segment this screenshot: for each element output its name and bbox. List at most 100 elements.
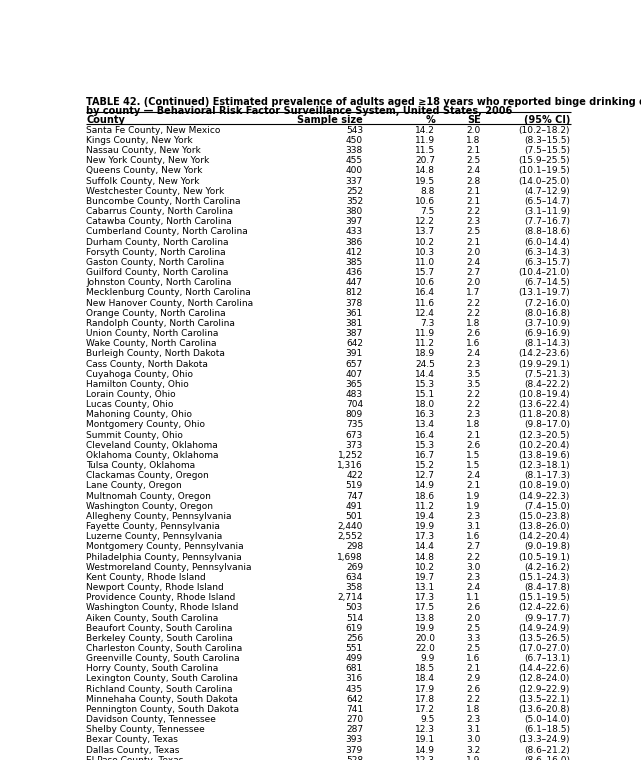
Text: 2,714: 2,714 — [338, 594, 363, 602]
Text: 3.0: 3.0 — [467, 736, 481, 745]
Text: 3.1: 3.1 — [467, 725, 481, 734]
Text: 1.6: 1.6 — [467, 339, 481, 348]
Text: 2.1: 2.1 — [467, 238, 481, 246]
Text: 12.3: 12.3 — [415, 725, 435, 734]
Text: 501: 501 — [345, 512, 363, 521]
Text: 2.2: 2.2 — [467, 553, 481, 562]
Text: Montgomery County, Pennsylvania: Montgomery County, Pennsylvania — [87, 543, 244, 552]
Text: Greenville County, South Carolina: Greenville County, South Carolina — [87, 654, 240, 663]
Text: 3.2: 3.2 — [467, 746, 481, 755]
Text: Newport County, Rhode Island: Newport County, Rhode Island — [87, 583, 224, 592]
Text: (8.4–22.2): (8.4–22.2) — [524, 380, 570, 389]
Text: 3.5: 3.5 — [467, 380, 481, 389]
Text: 2.2: 2.2 — [467, 309, 481, 318]
Text: Montgomery County, Ohio: Montgomery County, Ohio — [87, 420, 205, 429]
Text: (3.7–10.9): (3.7–10.9) — [524, 319, 570, 328]
Text: 358: 358 — [345, 583, 363, 592]
Text: 681: 681 — [345, 664, 363, 673]
Text: 14.8: 14.8 — [415, 166, 435, 176]
Text: 386: 386 — [345, 238, 363, 246]
Text: (12.8–24.0): (12.8–24.0) — [519, 674, 570, 683]
Text: (7.5–21.3): (7.5–21.3) — [524, 369, 570, 378]
Text: 379: 379 — [345, 746, 363, 755]
Text: 543: 543 — [346, 126, 363, 135]
Text: (10.5–19.1): (10.5–19.1) — [518, 553, 570, 562]
Text: (13.8–19.6): (13.8–19.6) — [518, 451, 570, 460]
Text: 12.3: 12.3 — [415, 755, 435, 760]
Text: (14.4–22.6): (14.4–22.6) — [519, 664, 570, 673]
Text: 287: 287 — [346, 725, 363, 734]
Text: 747: 747 — [346, 492, 363, 501]
Text: (6.0–14.4): (6.0–14.4) — [524, 238, 570, 246]
Text: 17.2: 17.2 — [415, 705, 435, 714]
Text: Minnehaha County, South Dakota: Minnehaha County, South Dakota — [87, 695, 238, 704]
Text: 14.9: 14.9 — [415, 481, 435, 490]
Text: 8.8: 8.8 — [420, 187, 435, 196]
Text: Lucas County, Ohio: Lucas County, Ohio — [87, 401, 174, 409]
Text: (13.1–19.7): (13.1–19.7) — [518, 288, 570, 297]
Text: (13.8–26.0): (13.8–26.0) — [519, 522, 570, 531]
Text: by county — Behavioral Risk Factor Surveillance System, United States, 2006: by county — Behavioral Risk Factor Surve… — [87, 106, 513, 116]
Text: 2.0: 2.0 — [467, 613, 481, 622]
Text: 2.7: 2.7 — [467, 543, 481, 552]
Text: 2.2: 2.2 — [467, 207, 481, 216]
Text: (11.8–20.8): (11.8–20.8) — [519, 410, 570, 420]
Text: 12.2: 12.2 — [415, 217, 435, 226]
Text: 14.8: 14.8 — [415, 553, 435, 562]
Text: 2.8: 2.8 — [467, 176, 481, 185]
Text: 3.1: 3.1 — [467, 522, 481, 531]
Text: 2.4: 2.4 — [467, 350, 481, 359]
Text: TABLE 42. (Continued) Estimated prevalence of adults aged ≥18 years who reported: TABLE 42. (Continued) Estimated prevalen… — [87, 97, 641, 107]
Text: 528: 528 — [346, 755, 363, 760]
Text: 11.2: 11.2 — [415, 339, 435, 348]
Text: 380: 380 — [345, 207, 363, 216]
Text: 551: 551 — [345, 644, 363, 653]
Text: Buncombe County, North Carolina: Buncombe County, North Carolina — [87, 197, 241, 206]
Text: 499: 499 — [346, 654, 363, 663]
Text: New Hanover County, North Carolina: New Hanover County, North Carolina — [87, 299, 253, 308]
Text: Tulsa County, Oklahoma: Tulsa County, Oklahoma — [87, 461, 196, 470]
Text: Forsyth County, North Carolina: Forsyth County, North Carolina — [87, 248, 226, 257]
Text: 11.5: 11.5 — [415, 146, 435, 155]
Text: 9.9: 9.9 — [420, 654, 435, 663]
Text: El Paso County, Texas: El Paso County, Texas — [87, 755, 184, 760]
Text: Guilford County, North Carolina: Guilford County, North Carolina — [87, 268, 229, 277]
Text: 2.3: 2.3 — [467, 512, 481, 521]
Text: 2.1: 2.1 — [467, 187, 481, 196]
Text: 16.3: 16.3 — [415, 410, 435, 420]
Text: (4.2–16.2): (4.2–16.2) — [524, 562, 570, 572]
Text: (10.1–19.5): (10.1–19.5) — [518, 166, 570, 176]
Text: Westchester County, New York: Westchester County, New York — [87, 187, 224, 196]
Text: 393: 393 — [345, 736, 363, 745]
Text: Horry County, South Carolina: Horry County, South Carolina — [87, 664, 219, 673]
Text: 2.3: 2.3 — [467, 359, 481, 369]
Text: Pennington County, South Dakota: Pennington County, South Dakota — [87, 705, 239, 714]
Text: 298: 298 — [346, 543, 363, 552]
Text: 634: 634 — [346, 573, 363, 582]
Text: 436: 436 — [346, 268, 363, 277]
Text: Cleveland County, Oklahoma: Cleveland County, Oklahoma — [87, 441, 218, 450]
Text: 412: 412 — [346, 248, 363, 257]
Text: Durham County, North Carolina: Durham County, North Carolina — [87, 238, 229, 246]
Text: 252: 252 — [346, 187, 363, 196]
Text: Philadelphia County, Pennsylvania: Philadelphia County, Pennsylvania — [87, 553, 242, 562]
Text: 1,698: 1,698 — [337, 553, 363, 562]
Text: (95% CI): (95% CI) — [524, 116, 570, 125]
Text: 14.2: 14.2 — [415, 126, 435, 135]
Text: 11.9: 11.9 — [415, 329, 435, 338]
Text: Cabarrus County, North Carolina: Cabarrus County, North Carolina — [87, 207, 233, 216]
Text: SE: SE — [467, 116, 481, 125]
Text: 2.7: 2.7 — [467, 268, 481, 277]
Text: Kent County, Rhode Island: Kent County, Rhode Island — [87, 573, 206, 582]
Text: (13.6–20.8): (13.6–20.8) — [519, 705, 570, 714]
Text: (7.2–16.0): (7.2–16.0) — [524, 299, 570, 308]
Text: 387: 387 — [345, 329, 363, 338]
Text: 365: 365 — [345, 380, 363, 389]
Text: 15.7: 15.7 — [415, 268, 435, 277]
Text: 7.5: 7.5 — [420, 207, 435, 216]
Text: Fayette County, Pennsylvania: Fayette County, Pennsylvania — [87, 522, 221, 531]
Text: Allegheny County, Pennsylvania: Allegheny County, Pennsylvania — [87, 512, 232, 521]
Text: (15.1–24.3): (15.1–24.3) — [519, 573, 570, 582]
Text: 19.9: 19.9 — [415, 522, 435, 531]
Text: (15.1–19.5): (15.1–19.5) — [518, 594, 570, 602]
